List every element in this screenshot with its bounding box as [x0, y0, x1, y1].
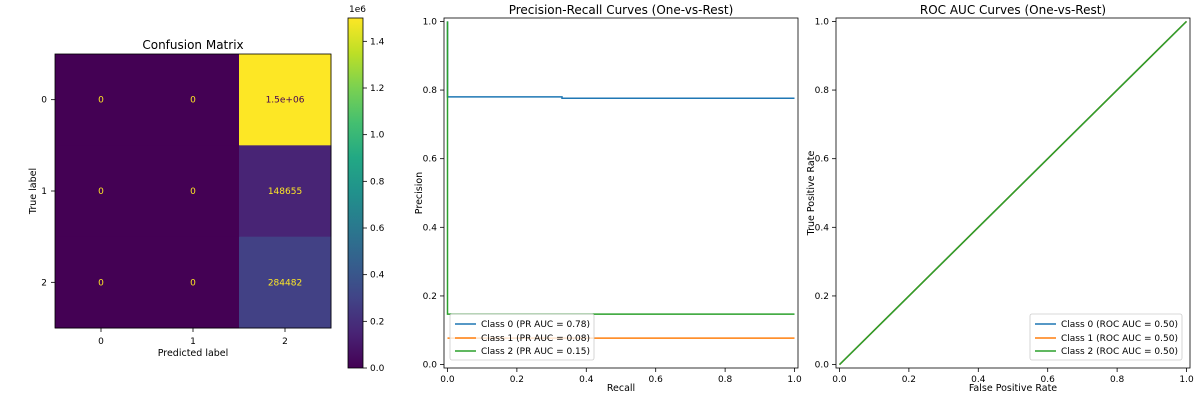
confusion-matrix-cells: 0 0 1.5e+06 0 0 148655 0 0 284482: [55, 54, 332, 329]
roc-xtick-label: 0.0: [832, 375, 847, 385]
colorbar-tick-label: 0.0: [370, 364, 385, 374]
cm-ytick-label: 2: [41, 278, 47, 288]
roc-panel: ROC AUC Curves (One-vs-Rest) 0.0 0.2 0.4 0.…: [806, 3, 1194, 394]
cm-cell-1-0: [55, 145, 148, 238]
pr-ytick-label: 0.4: [423, 223, 438, 233]
colorbar-ticks: 0.0 0.2 0.4 0.6 0.8 1.0 1.2 1.4: [363, 37, 385, 374]
pr-legend-label-class2: Class 2 (PR AUC = 0.15): [481, 347, 590, 357]
roc-xtick-label: 0.4: [971, 375, 986, 385]
cm-xtick-label: 2: [282, 337, 288, 347]
pr-xtick-label: 0.2: [510, 375, 524, 385]
pr-ytick-label: 0.8: [423, 86, 438, 96]
roc-ytick-label: 0.0: [815, 361, 830, 371]
pr-series-line-class2: [446, 21, 795, 315]
roc-legend-label-class0: Class 0 (ROC AUC = 0.50): [1061, 320, 1178, 330]
cm-cell-2-2: [239, 236, 332, 329]
roc-xtick-label: 0.8: [1110, 375, 1125, 385]
cm-xtick-label: 0: [98, 337, 104, 347]
pr-legend-label-class1: Class 1 (PR AUC = 0.08): [481, 334, 590, 344]
cm-cell-0-1: [147, 54, 240, 146]
pr-x-ticks: 0.0 0.2 0.4 0.6 0.8 1.0: [440, 368, 802, 385]
pr-ytick-label: 0.6: [423, 155, 438, 165]
roc-xlabel: False Positive Rate: [969, 383, 1057, 394]
roc-ytick-label: 0.6: [815, 155, 830, 165]
pr-panel: Precision-Recall Curves (One-vs-Rest) 0.…: [414, 3, 802, 394]
cm-cell-2-0: [55, 236, 148, 329]
roc-ytick-label: 0.4: [815, 223, 830, 233]
cm-cell-label-2-0: 0: [98, 278, 104, 288]
cm-cell-2-1: [147, 236, 240, 329]
colorbar-gradient: [347, 17, 364, 369]
colorbar-tick-label: 1.4: [370, 37, 385, 47]
cm-cell-label-1-2: 148655: [268, 187, 302, 197]
roc-curves: [838, 20, 1188, 366]
colorbar-tick-label: 1.2: [370, 84, 384, 94]
cm-cell-label-0-0: 0: [98, 96, 104, 106]
pr-ytick-label: 1.0: [423, 17, 438, 27]
confusion-matrix-x-ticks: 0 1 2: [98, 328, 288, 347]
pr-ytick-label: 0.2: [423, 292, 437, 302]
pr-ylabel: Precision: [414, 172, 425, 214]
roc-ytick-label: 0.2: [815, 292, 829, 302]
roc-ylabel: True Positive Rate: [806, 151, 817, 237]
pr-legend-box: [449, 313, 595, 361]
roc-xtick-label: 0.6: [1041, 375, 1056, 385]
colorbar-tick-label: 0.8: [370, 177, 385, 187]
roc-axes-frame: [835, 17, 1191, 369]
pr-title: Precision-Recall Curves (One-vs-Rest): [509, 3, 734, 17]
roc-legend-label-class2: Class 2 (ROC AUC = 0.50): [1061, 347, 1178, 357]
pr-xtick-label: 0.6: [649, 375, 664, 385]
roc-title: ROC AUC Curves (One-vs-Rest): [920, 3, 1106, 17]
pr-legend: Class 0 (PR AUC = 0.78) Class 1 (PR AUC …: [449, 313, 595, 361]
cm-ytick-label: 0: [41, 96, 47, 106]
pr-xtick-label: 0.4: [579, 375, 594, 385]
pr-xlabel: Recall: [607, 383, 635, 394]
roc-legend: Class 0 (ROC AUC = 0.50) Class 1 (ROC AU…: [1029, 313, 1183, 361]
cm-cell-0-2: [239, 54, 332, 146]
roc-ytick-label: 1.0: [815, 17, 830, 27]
cm-cell-1-1: [147, 145, 240, 238]
colorbar-offset-label: 1e6: [349, 5, 366, 15]
cm-cell-label-0-1: 0: [190, 96, 196, 106]
pr-y-ticks: 0.0 0.2 0.4 0.6 0.8 1.0: [423, 17, 444, 371]
colorbar: 1e6 0.0 0.2 0.4 0.6 0.8 1.0 1.2 1.4: [347, 5, 385, 374]
roc-series-line-class2: [838, 20, 1188, 366]
cm-cell-label-2-2: 284482: [268, 278, 302, 288]
colorbar-tick-label: 0.6: [370, 224, 385, 234]
confusion-matrix-y-ticks: 0 1 2: [41, 96, 55, 288]
confusion-matrix-xlabel: Predicted label: [158, 348, 229, 359]
colorbar-tick-label: 0.4: [370, 271, 385, 281]
roc-y-ticks: 0.0 0.2 0.4 0.6 0.8 1.0: [815, 17, 836, 371]
cm-cell-label-0-2: 1.5e+06: [266, 96, 305, 106]
colorbar-tick-label: 0.2: [370, 317, 384, 327]
roc-x-ticks: 0.0 0.2 0.4 0.6 0.8 1.0: [832, 368, 1194, 385]
roc-legend-box: [1029, 313, 1183, 361]
cm-cell-1-2: [239, 145, 332, 238]
cm-cell-0-0: [55, 54, 148, 146]
confusion-matrix-title: Confusion Matrix: [142, 38, 243, 52]
pr-legend-label-class0: Class 0 (PR AUC = 0.78): [481, 320, 590, 330]
pr-xtick-label: 1.0: [787, 375, 802, 385]
confusion-matrix-ylabel: True label: [28, 168, 39, 215]
pr-axes-frame: [443, 17, 799, 369]
pr-xtick-label: 0.0: [440, 375, 455, 385]
roc-xtick-label: 0.2: [902, 375, 916, 385]
pr-ytick-label: 0.0: [423, 361, 438, 371]
confusion-matrix-panel: Confusion Matrix 0 0 1.5e+06 0 0 148655 0 0 2844…: [28, 38, 332, 359]
cm-cell-label-1-1: 0: [190, 187, 196, 197]
cm-cell-label-1-0: 0: [98, 187, 104, 197]
pr-xtick-label: 0.8: [718, 375, 733, 385]
roc-legend-label-class1: Class 1 (ROC AUC = 0.50): [1061, 334, 1178, 344]
cm-xtick-label: 1: [190, 337, 196, 347]
colorbar-tick-label: 1.0: [370, 131, 385, 141]
roc-xtick-label: 1.0: [1179, 375, 1194, 385]
cm-cell-label-2-1: 0: [190, 278, 196, 288]
cm-ytick-label: 1: [41, 187, 47, 197]
roc-ytick-label: 0.8: [815, 86, 830, 96]
